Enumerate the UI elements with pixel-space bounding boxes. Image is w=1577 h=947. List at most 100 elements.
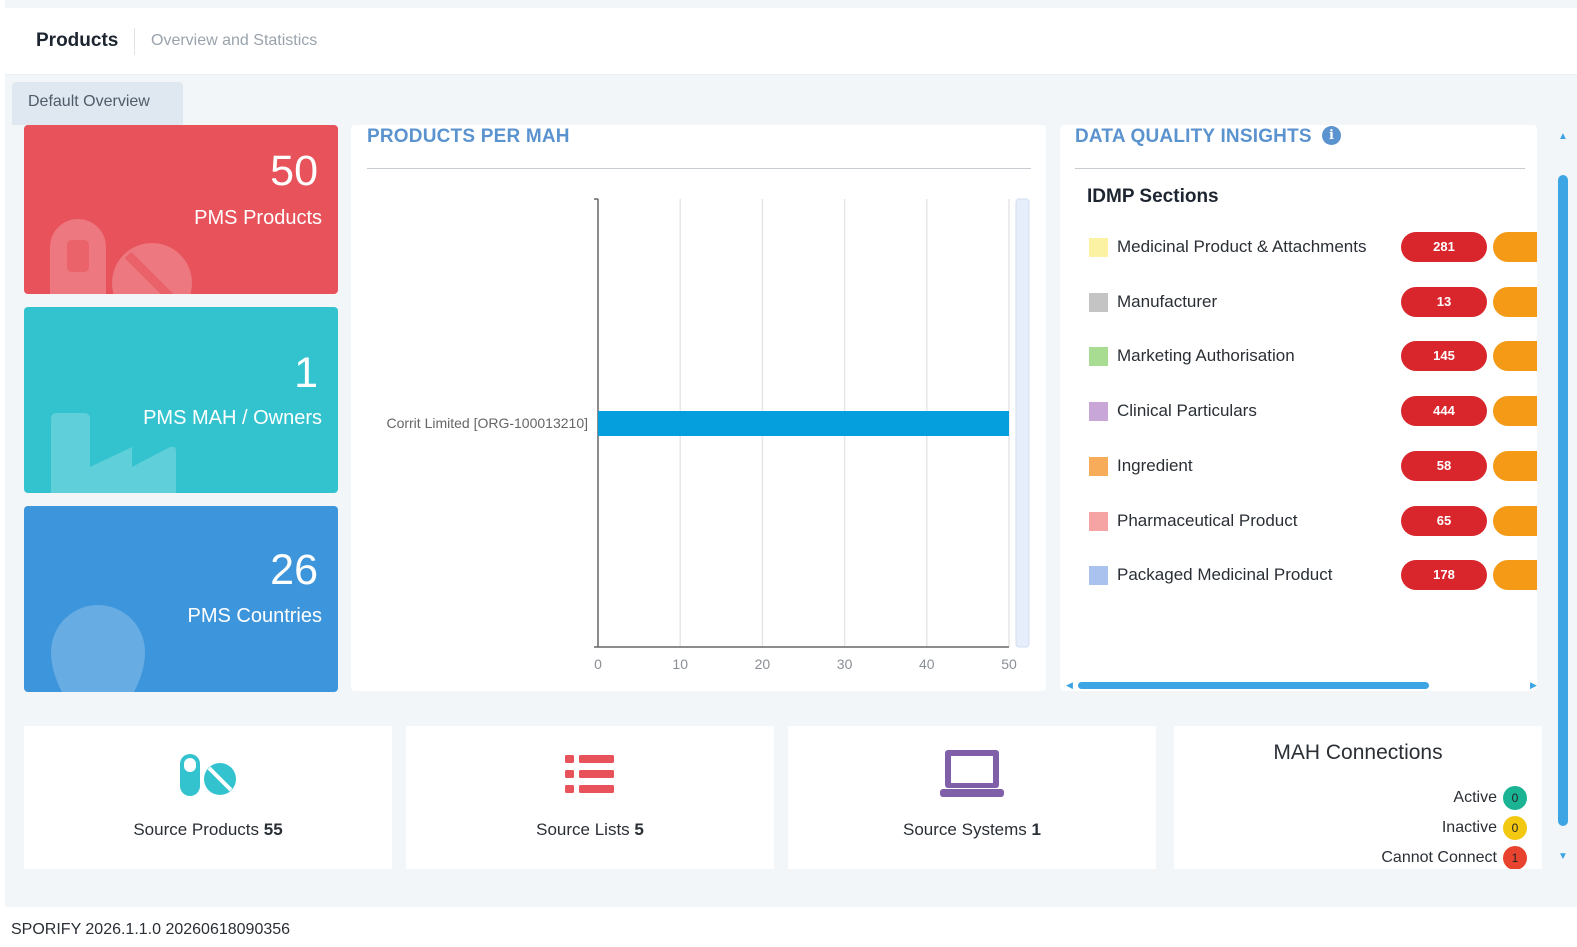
error-count-badge[interactable]: 145: [1401, 341, 1487, 372]
error-count-badge[interactable]: 58: [1401, 450, 1487, 481]
dq-section-row[interactable]: Ingredient 580: [1089, 450, 1537, 481]
warning-count-badge[interactable]: 0: [1493, 450, 1537, 481]
scroll-up-arrow-icon[interactable]: ▲: [1558, 131, 1568, 142]
stat-value: 50: [270, 147, 318, 195]
error-count-badge[interactable]: 65: [1401, 505, 1487, 536]
header-divider: [134, 28, 135, 55]
dq-section-row[interactable]: Pharmaceutical Product 650: [1089, 505, 1537, 536]
warning-count-badge[interactable]: 0: [1493, 396, 1537, 427]
stat-label: PMS Products: [194, 207, 322, 229]
section-name: Packaged Medicinal Product: [1117, 565, 1333, 585]
source-lists-card[interactable]: Source Lists 5: [406, 726, 774, 869]
warning-count-badge[interactable]: 0: [1493, 341, 1537, 372]
source-lists-label: Source Lists 5: [406, 820, 774, 840]
stat-label: PMS Countries: [187, 605, 323, 627]
location-pin-icon: [51, 605, 145, 692]
error-count-badge[interactable]: 281: [1401, 232, 1487, 262]
scroll-left-arrow-icon[interactable]: ◀: [1066, 680, 1073, 690]
source-label-text: Source Lists: [536, 820, 630, 839]
section-color-swatch: [1089, 456, 1108, 476]
section-name: Clinical Particulars: [1117, 401, 1257, 421]
idmp-sections-title: IDMP Sections: [1087, 186, 1219, 207]
section-color-swatch: [1089, 511, 1108, 531]
stat-card-pms-mah[interactable]: 1 PMS MAH / Owners: [24, 307, 338, 493]
warning-count-badge[interactable]: 0: [1493, 505, 1537, 536]
section-name: Medicinal Product & Attachments: [1117, 237, 1367, 256]
category-label: Corrit Limited [ORG-100013210]: [386, 415, 588, 431]
scroll-down-arrow-icon[interactable]: ▼: [1558, 851, 1568, 862]
x-tick-label: 20: [755, 656, 771, 672]
source-label-text: Source Systems: [903, 820, 1027, 839]
x-tick-label: 50: [1001, 656, 1017, 672]
pill-icon: [180, 754, 236, 796]
section-color-swatch: [1089, 347, 1108, 367]
bar: [598, 411, 1009, 436]
x-tick-label: 30: [837, 656, 853, 672]
info-icon[interactable]: i: [1322, 126, 1341, 145]
section-color-swatch: [1089, 566, 1108, 586]
x-tick-label: 0: [594, 656, 602, 672]
warning-count-badge[interactable]: 9: [1493, 232, 1537, 262]
title-divider: [367, 168, 1031, 169]
chart-range-slider: [1015, 198, 1030, 648]
pill-icon: [50, 219, 192, 294]
page-header: Products Overview and Statistics: [5, 8, 1577, 75]
source-label-text: Source Products: [133, 820, 260, 839]
products-per-mah-chart: 0 10 20 30 40 50 Corrit Limited [ORG-100013210…: [386, 198, 1030, 672]
dq-section-row[interactable]: Manufacturer 137: [1089, 286, 1537, 317]
stat-label: PMS MAH / Owners: [143, 407, 322, 429]
mah-status-label: Inactive: [1441, 819, 1497, 836]
dq-section-row[interactable]: Packaged Medicinal Product 1780: [1089, 560, 1537, 591]
source-systems-card[interactable]: Source Systems 1: [788, 726, 1156, 869]
source-products-card[interactable]: Source Products 55: [24, 726, 392, 869]
source-count: 55: [263, 820, 283, 839]
stat-card-pms-countries[interactable]: 26 PMS Countries: [24, 506, 338, 692]
page-subtitle: Overview and Statistics: [151, 32, 318, 49]
source-count: 5: [634, 820, 644, 839]
title-divider: [1075, 168, 1525, 169]
stat-value: 1: [294, 349, 318, 397]
error-count-badge[interactable]: 13: [1401, 286, 1487, 317]
stat-card-pms-products[interactable]: 50 PMS Products: [24, 125, 338, 294]
laptop-icon: [940, 750, 1004, 797]
dq-section-row[interactable]: Clinical Particulars 4440: [1089, 396, 1537, 427]
footer: SPORIFY 2026.1.1.0 20260618090356: [0, 907, 1577, 947]
mah-status-count: 0: [1503, 816, 1527, 840]
scroll-right-arrow-icon[interactable]: ▶: [1530, 680, 1537, 690]
tab-default-overview[interactable]: Default Overview: [12, 82, 183, 125]
dq-title: DATA QUALITY INSIGHTS: [1075, 126, 1312, 147]
version-text: SPORIFY 2026.1.1.0 20260618090356: [11, 921, 291, 938]
x-tick-label: 40: [919, 656, 935, 672]
stat-value: 26: [270, 546, 318, 594]
error-count-badge[interactable]: 444: [1401, 396, 1487, 427]
section-name: Marketing Authorisation: [1117, 346, 1295, 366]
dq-section-row[interactable]: Marketing Authorisation 1450: [1089, 341, 1537, 372]
tab-bar: Default Overview: [5, 75, 1577, 125]
mah-status-count: 1: [1503, 846, 1527, 869]
mah-status-count: 0: [1503, 786, 1527, 810]
chart-title: PRODUCTS PER MAH: [367, 126, 570, 147]
error-count-badge[interactable]: 178: [1401, 560, 1487, 591]
section-name: Manufacturer: [1117, 291, 1218, 311]
warning-count-badge[interactable]: 7: [1493, 286, 1537, 317]
mah-connections-card: MAH Connections Active 0 Inactive 0 Cann…: [1174, 726, 1542, 869]
warning-count-badge[interactable]: 0: [1493, 560, 1537, 591]
mah-status-label: Cannot Connect: [1381, 849, 1497, 866]
x-tick-label: 10: [672, 656, 688, 672]
products-per-mah-card: PRODUCTS PER MAH 0 10 20 30 40 50 Corrit Limit…: [351, 125, 1046, 691]
section-name: Pharmaceutical Product: [1117, 510, 1298, 530]
source-systems-label: Source Systems 1: [788, 820, 1156, 840]
section-color-swatch: [1089, 402, 1108, 422]
source-count: 1: [1031, 820, 1041, 839]
mah-status-label: Active: [1453, 789, 1497, 806]
mah-connections-title: MAH Connections: [1273, 741, 1443, 764]
section-color-swatch: [1089, 292, 1108, 312]
dq-section-row[interactable]: Medicinal Product & Attachments 2819: [1089, 232, 1537, 262]
section-color-swatch: [1089, 238, 1108, 257]
vertical-scrollbar-thumb[interactable]: [1558, 175, 1568, 826]
data-quality-card: DATA QUALITY INSIGHTS i IDMP Sections Me…: [1060, 125, 1537, 691]
top-strip: [5, 0, 1577, 8]
app-root: Products Overview and Statistics Default…: [5, 0, 1577, 947]
source-products-label: Source Products 55: [24, 820, 392, 840]
horizontal-scrollbar-thumb[interactable]: [1078, 682, 1429, 689]
